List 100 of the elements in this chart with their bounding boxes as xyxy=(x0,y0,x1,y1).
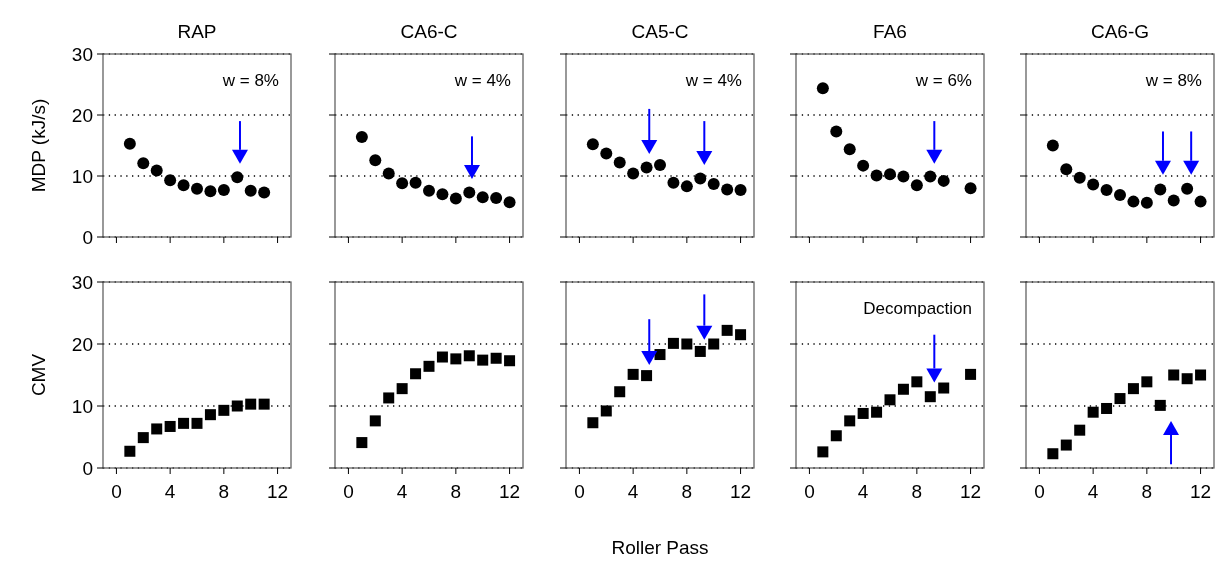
point xyxy=(910,179,923,192)
point xyxy=(463,350,475,362)
point xyxy=(1141,376,1153,388)
y-tick-label: 30 xyxy=(71,43,93,65)
x-tick-label: 12 xyxy=(730,481,752,502)
x-tick-label: 0 xyxy=(574,481,585,502)
point xyxy=(396,383,408,395)
x-tick-label: 12 xyxy=(499,481,521,502)
y-tick-label: 0 xyxy=(82,457,93,479)
point xyxy=(382,167,395,180)
point xyxy=(449,192,462,205)
point xyxy=(369,415,381,427)
chart-title: FA6 xyxy=(873,21,907,42)
point xyxy=(1074,424,1086,436)
point xyxy=(1101,402,1113,414)
point xyxy=(218,404,230,416)
point xyxy=(423,360,435,372)
point xyxy=(844,415,856,427)
x-tick-label: 8 xyxy=(218,481,230,502)
point xyxy=(1127,383,1139,395)
point xyxy=(124,445,136,457)
point xyxy=(150,164,163,177)
y-tick-label: 20 xyxy=(71,104,93,126)
point xyxy=(857,159,870,172)
point xyxy=(681,338,693,350)
point xyxy=(613,156,626,169)
point xyxy=(614,386,626,398)
point xyxy=(450,353,462,365)
x-tick-label: 4 xyxy=(1087,481,1099,502)
point xyxy=(244,184,257,197)
point xyxy=(680,180,693,193)
point xyxy=(1167,194,1180,207)
point xyxy=(816,82,829,95)
point xyxy=(369,154,382,167)
point xyxy=(137,157,150,170)
point xyxy=(191,417,203,429)
y-tick-label: 10 xyxy=(71,165,93,187)
point xyxy=(1140,196,1153,209)
y-tick-label: 0 xyxy=(82,226,93,248)
x-tick-label: 0 xyxy=(804,481,815,502)
y-tick-label: 10 xyxy=(71,395,93,417)
point xyxy=(245,398,257,410)
x-tick-label: 8 xyxy=(450,481,462,502)
point xyxy=(1046,139,1059,152)
point xyxy=(123,137,136,150)
point xyxy=(897,383,909,395)
point xyxy=(191,182,203,195)
x-tick-label: 12 xyxy=(960,481,982,502)
point xyxy=(1154,399,1166,411)
point xyxy=(694,172,707,185)
point xyxy=(137,432,149,444)
point xyxy=(1168,369,1180,381)
point xyxy=(490,352,502,364)
point xyxy=(1047,448,1059,460)
point xyxy=(627,167,640,180)
x-tick-label: 12 xyxy=(1190,481,1212,502)
point xyxy=(1181,182,1194,195)
y-tick-label: 30 xyxy=(71,271,93,293)
point xyxy=(830,125,843,138)
point xyxy=(924,170,937,183)
point xyxy=(258,398,270,410)
point xyxy=(641,370,653,382)
point xyxy=(164,420,176,432)
point xyxy=(884,168,896,181)
point xyxy=(1154,183,1167,196)
point xyxy=(409,176,422,189)
point xyxy=(707,177,720,190)
point xyxy=(258,186,271,199)
point xyxy=(503,196,516,209)
point xyxy=(436,351,448,363)
annotation: w = 4% xyxy=(453,71,511,90)
point xyxy=(1060,439,1072,451)
point xyxy=(937,174,950,187)
point xyxy=(477,354,489,366)
point xyxy=(600,147,613,160)
point xyxy=(897,170,910,183)
point xyxy=(410,368,422,380)
chart-title: RAP xyxy=(177,21,217,42)
x-tick-label: 8 xyxy=(681,481,693,502)
point xyxy=(587,417,599,429)
point xyxy=(204,409,216,421)
point xyxy=(654,349,666,361)
point xyxy=(231,400,243,412)
point xyxy=(871,406,883,418)
x-tick-label: 4 xyxy=(396,481,408,502)
point xyxy=(965,368,977,380)
x-axis-title: Roller Pass xyxy=(611,537,709,558)
x-tick-label: 12 xyxy=(267,481,289,502)
point xyxy=(476,191,489,204)
annotation: w = 8% xyxy=(1144,71,1202,90)
point xyxy=(667,337,679,349)
point xyxy=(204,185,217,198)
point xyxy=(586,138,599,151)
point xyxy=(640,161,653,174)
point xyxy=(436,188,449,201)
annotation: w = 4% xyxy=(684,71,742,90)
chart-title: CA5-C xyxy=(631,21,689,42)
point xyxy=(178,417,190,429)
point xyxy=(396,177,409,190)
y-axis-title: CMV xyxy=(28,353,49,397)
